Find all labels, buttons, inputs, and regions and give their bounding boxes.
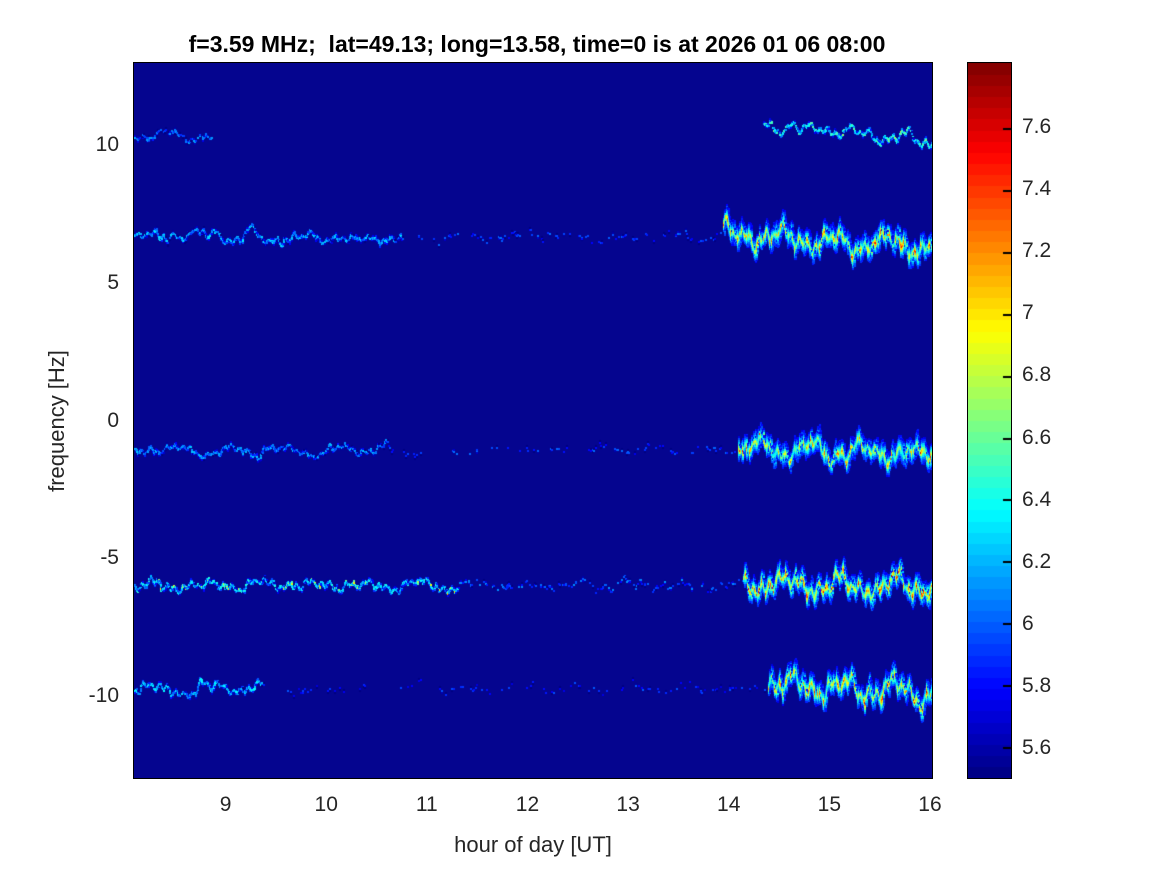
- x-tick-label: 11: [415, 793, 438, 816]
- colorbar-tick-label: 7.2: [1022, 239, 1052, 263]
- colorbar-tick-label: 6.8: [1022, 363, 1052, 387]
- x-tick-label: 10: [314, 793, 338, 816]
- y-tick-label: 10: [95, 132, 119, 156]
- colorbar-tick-label: 7.6: [1022, 115, 1052, 139]
- plot-title: f=3.59 MHz; lat=49.13; long=13.58, time=…: [188, 31, 886, 57]
- x-tick-label: 13: [616, 793, 640, 816]
- colorbar-tick-label: 6: [1022, 611, 1034, 635]
- x-tick-label: 15: [817, 793, 842, 816]
- colorbar-canvas: [968, 63, 1011, 778]
- y-tick-label: 0: [107, 408, 119, 432]
- y-tick-label: -10: [88, 684, 119, 708]
- colorbar: [967, 62, 1012, 779]
- x-axis-label: hour of day [UT]: [454, 832, 612, 857]
- colorbar-tick-label: 5.8: [1022, 673, 1052, 697]
- y-tick-label: -5: [100, 546, 119, 570]
- colorbar-tick-label: 6.4: [1022, 487, 1052, 511]
- y-tick-label: 5: [107, 270, 119, 294]
- colorbar-tick-label: 7.4: [1022, 177, 1052, 201]
- colorbar-tick-label: 6.6: [1022, 425, 1052, 449]
- colorbar-tick-label: 5.6: [1022, 735, 1052, 759]
- plot-area: [133, 62, 933, 779]
- colorbar-tick-label: 7: [1022, 301, 1034, 325]
- x-tick-label: 16: [918, 793, 942, 816]
- x-tick-label: 12: [515, 793, 540, 816]
- colorbar-tick-label: 6.2: [1022, 549, 1052, 573]
- y-axis-label: frequency [Hz]: [44, 350, 69, 492]
- x-tick-label: 14: [717, 793, 741, 816]
- x-tick-label: 9: [219, 793, 232, 816]
- spectrogram-canvas: [134, 63, 932, 778]
